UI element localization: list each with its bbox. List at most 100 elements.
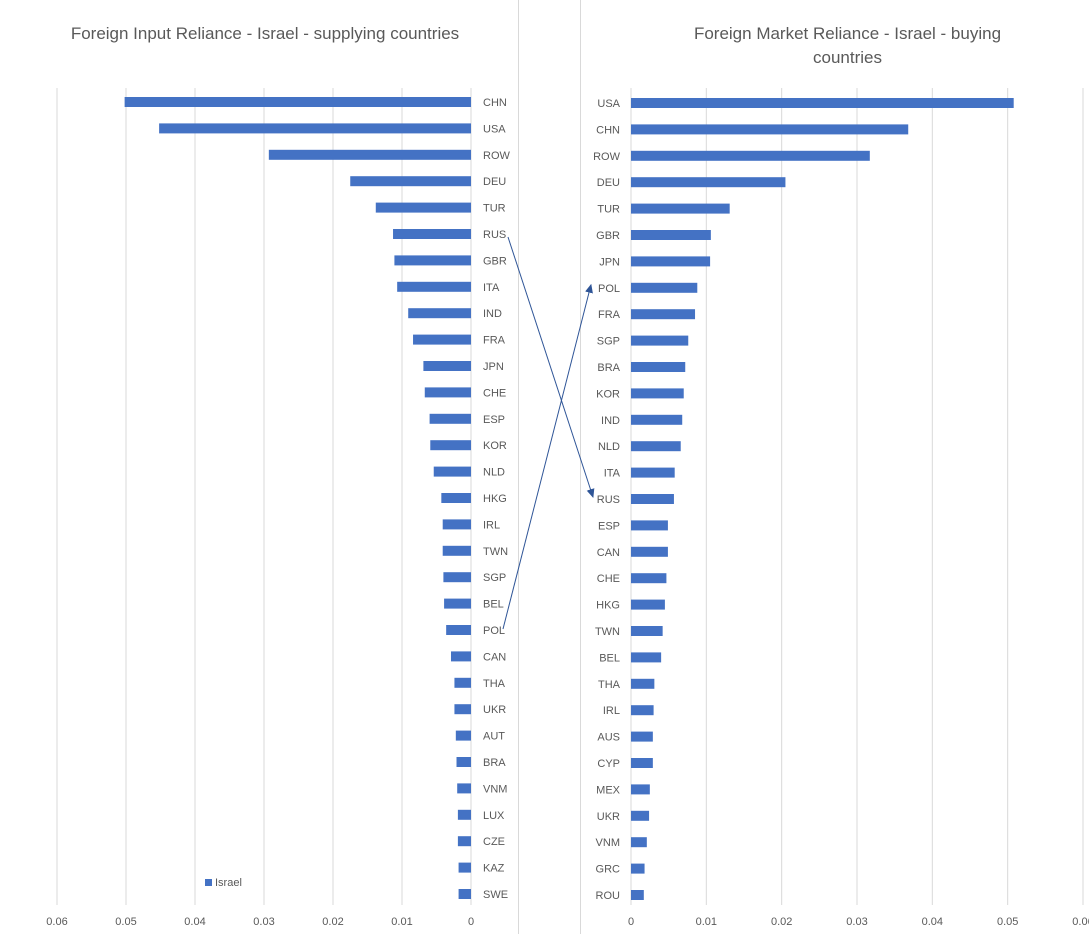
right-tick-label: 0.04 [922,916,943,928]
left-bar-swe [458,889,471,899]
right-bar-row [631,150,870,161]
right-category-label: POL [598,283,620,295]
arrow-pol [502,283,593,630]
left-category-label: KAZ [483,863,505,875]
left-tick-label: 0.06 [46,916,67,928]
left-category-label: BRA [483,757,506,769]
left-tick-label: 0.05 [115,916,136,928]
right-bar-can [631,546,668,557]
left-bar-rus [393,229,471,239]
left-bar-nld [433,466,471,477]
left-tick-label: 0.02 [322,916,343,928]
right-bar-jpn [631,256,711,267]
right-bar-tur [631,203,730,214]
right-category-label: ITA [604,468,621,480]
right-tick-label: 0 [628,916,634,928]
right-category-label: THA [598,679,621,691]
right-category-label: UKR [597,811,620,823]
right-tick-label: 0.02 [771,916,792,928]
right-category-label: CYP [597,758,620,770]
right-bar-hkg [631,599,665,610]
left-bar-tur [375,202,471,213]
annotation-arrows [502,236,595,630]
left-category-label: GBR [483,255,507,267]
right-category-label: JPN [599,256,620,268]
right-category-label: BEL [599,652,620,664]
left-category-label: DEU [483,176,506,188]
left-tick-label: 0.01 [391,916,412,928]
right-bar-irl [631,705,654,716]
left-bar-bra [456,757,471,767]
right-bar-sgp [631,335,689,346]
left-bar-tha [454,677,471,688]
left-category-label: CAN [483,651,506,663]
left-gridlines [56,88,472,905]
right-category-label: IRL [603,705,620,717]
right-bar-grc [631,863,645,874]
left-bar-deu [350,176,471,187]
left-category-label: CHE [483,387,506,399]
right-bars [631,98,1014,900]
left-bar-ind [408,308,471,319]
right-bar-kor [631,388,684,399]
left-category-label: BEL [483,599,504,611]
right-bar-mex [631,784,650,795]
right-tick-labels: 0 0.01 0.02 0.03 0.04 0.05 0.06 [628,916,1089,928]
right-bar-fra [631,309,696,320]
legend: Israel [205,877,242,889]
right-category-label: FRA [598,309,621,321]
right-bar-che [631,573,667,584]
left-category-label: IND [483,308,502,320]
left-category-label: ITA [483,282,500,294]
right-bar-deu [631,177,786,188]
left-bar-vnm [457,783,471,794]
right-category-label: GRC [596,864,621,876]
left-bar-ita [397,281,471,292]
left-category-label: CHN [483,97,507,109]
left-category-label: RUS [483,229,506,241]
left-category-label: VNM [483,783,507,795]
right-bar-ind [631,414,683,425]
left-bar-jpn [423,361,471,371]
left-bars [124,97,472,899]
right-category-label: ROW [593,151,621,163]
left-category-label: THA [483,678,506,690]
right-category-label: KOR [596,388,620,400]
right-bar-ita [631,467,675,478]
right-tick-label: 0.01 [696,916,717,928]
right-category-labels: USA CHN ROW DEU TUR GBR JPN POL FRA SGP BRA KOR IND N… [593,98,621,902]
left-category-label: KOR [483,440,507,452]
left-bar-row [268,149,471,160]
left-category-labels: CHN USA ROW DEU TUR RUS GBR ITA IND FRA JPN CHE ESP K… [483,97,511,901]
left-category-label: LUX [483,810,505,822]
left-bar-cze [457,836,471,847]
left-bar-ukr [454,704,471,715]
left-category-label: ROW [483,150,511,162]
right-category-label: CAN [597,547,620,559]
right-bar-ukr [631,810,650,821]
left-category-label: NLD [483,467,505,479]
left-chart-title: Foreign Input Reliance - Israel - supply… [70,24,460,43]
right-bar-nld [631,441,681,452]
right-category-label: ESP [598,520,620,532]
right-bar-chn [631,124,909,135]
right-category-label: IND [601,415,620,427]
left-bar-esp [429,413,471,424]
left-tick-label: 0.04 [184,916,205,928]
left-tick-labels: 0.06 0.05 0.04 0.03 0.02 0.01 0 [46,916,474,928]
right-category-label: TUR [597,204,620,216]
left-bar-pol [446,625,471,635]
left-bar-lux [457,809,471,820]
right-tick-label: 0.05 [997,916,1018,928]
right-bar-bel [631,652,662,663]
left-bar-irl [442,519,471,530]
left-bar-chn [124,97,472,107]
left-bar-kor [430,440,471,451]
right-category-label: DEU [597,177,620,189]
right-bar-usa [631,98,1014,108]
left-bar-che [424,387,471,398]
right-bar-bra [631,362,686,372]
right-category-label: VNM [596,837,620,849]
right-bar-rus [631,494,674,504]
